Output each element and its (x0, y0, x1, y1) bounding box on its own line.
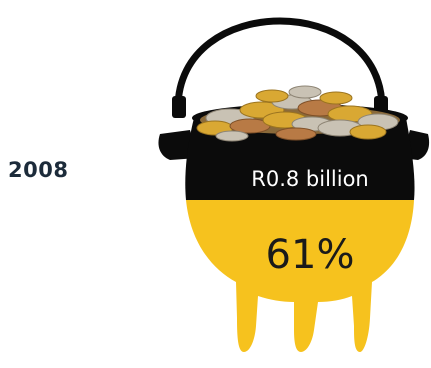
year-label: 2008 (8, 158, 69, 182)
handle-joint-left (172, 96, 186, 118)
pot-yellow-fill (186, 200, 414, 352)
pot-handle (174, 17, 386, 109)
coin-pile (196, 85, 400, 142)
amount-label: R0.8 billion (251, 167, 369, 191)
percent-label: 61% (265, 232, 355, 278)
